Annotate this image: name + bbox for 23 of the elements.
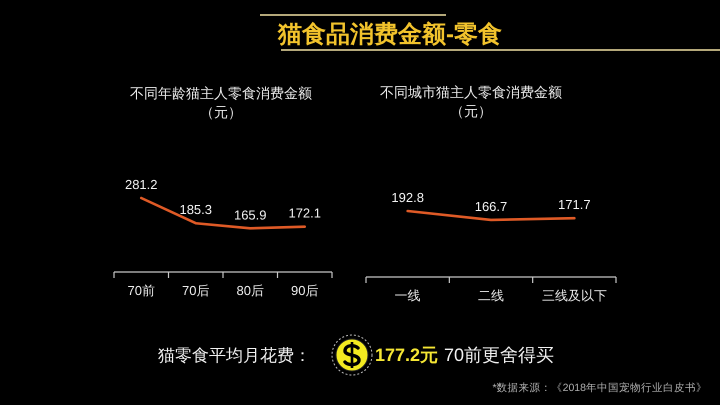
- data-label: 171.7: [558, 197, 591, 212]
- text: *数据来源：《2018年中国宠物行业白皮书》: [492, 381, 707, 394]
- x-tick-label: 三线及以下: [542, 288, 607, 303]
- data-label: 192.8: [391, 190, 424, 205]
- data-label: 166.7: [474, 198, 508, 214]
- data-label: 185.3: [179, 202, 212, 218]
- data-label: 165.9: [234, 207, 267, 222]
- x-tick-label: 一线: [394, 288, 421, 303]
- x-tick-label: 80后: [236, 283, 264, 298]
- x-tick-label: 二线: [478, 288, 504, 303]
- chart-title: 不同年龄猫主人零食消费金额: [130, 85, 312, 101]
- chart-subtitle: （元）: [450, 103, 492, 119]
- text: 177.2元: [375, 345, 438, 365]
- text: 猫食品消费金额-零食: [277, 21, 502, 48]
- text: 70前更舍得买: [444, 345, 554, 365]
- data-label: 281.2: [124, 177, 158, 192]
- chart-subtitle: （元）: [200, 104, 242, 120]
- chart-title: 不同城市猫主人零食消费金额: [380, 84, 562, 100]
- text: 猫零食平均月花费：: [158, 346, 311, 365]
- x-tick-label: 70后: [182, 283, 210, 298]
- data-label: 172.1: [288, 206, 322, 221]
- x-tick-label: 90后: [291, 283, 318, 298]
- x-tick-label: 70前: [128, 283, 155, 298]
